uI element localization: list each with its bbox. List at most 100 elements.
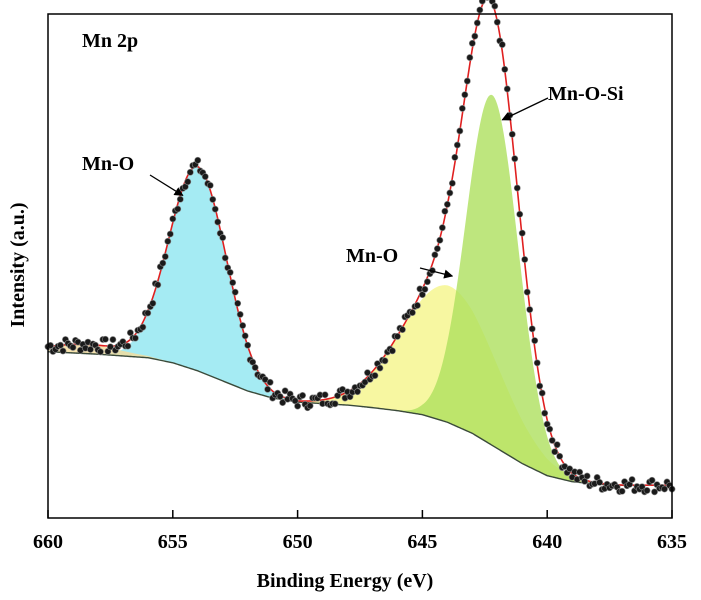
data-point [538,389,546,397]
data-point [57,341,64,349]
data-point [523,288,531,296]
data-point [541,409,549,417]
data-point [556,452,564,460]
data-point [144,309,152,317]
data-point [513,184,521,192]
component-peak-1 [48,166,672,486]
data-point [231,288,239,296]
data-point [651,488,658,496]
data-point [466,54,474,61]
data-point [583,472,591,480]
data-point [468,39,476,47]
data-point [516,210,524,218]
data-point [109,336,117,343]
data-point [458,105,466,112]
data-point [364,369,371,377]
data-point [451,153,459,161]
data-point [618,487,626,495]
data-point [251,364,259,371]
data-point [241,332,249,340]
data-point [306,402,314,410]
data-point [299,392,306,399]
data-point [266,378,274,386]
x-axis-title: Binding Energy (eV) [257,570,434,592]
data-point [69,344,77,351]
data-point [131,334,139,342]
data-point [201,173,209,180]
data-point [206,181,214,189]
data-point [546,425,554,433]
data-point [321,391,329,399]
data-point [154,281,162,289]
data-point [221,254,229,262]
data-point [548,437,556,444]
data-point [471,32,479,40]
data-point [59,347,67,355]
data-point [164,237,172,245]
data-point [553,441,561,449]
data-point [174,205,182,213]
component-peak-3 [48,94,672,486]
data-points-group [44,0,676,496]
chart-title: Mn 2p [82,30,138,52]
data-point [628,476,636,483]
data-point [239,322,247,329]
data-point [508,130,516,138]
data-point [511,155,519,163]
data-point [209,196,217,203]
data-point [661,485,668,493]
data-point [194,156,202,164]
data-point [448,179,456,187]
data-point [576,468,584,476]
data-point [528,325,536,333]
background-line [47,350,672,486]
data-point [244,341,252,349]
data-point [281,387,289,395]
envelope-group [47,0,672,487]
data-point [399,326,406,334]
data-point [102,335,109,343]
data-point [124,342,132,350]
data-point [518,229,526,237]
background-group [47,350,672,486]
data-point [139,323,147,331]
data-point [107,343,114,351]
data-point [473,19,481,27]
data-point [219,234,227,242]
data-point [169,215,177,223]
data-point [211,205,219,213]
annotation-arrow [149,174,184,196]
data-point [503,85,511,93]
data-point [149,299,157,307]
data-point [276,393,284,400]
data-point [279,399,287,406]
data-point [526,306,534,313]
annotation-arrow [419,267,454,279]
data-point [431,251,439,259]
x-axis-ticks: 660 655 650 645 640 635 [33,510,687,553]
data-point [493,18,501,26]
data-point [463,77,471,85]
data-point [533,359,541,367]
data-point [596,478,604,486]
data-point [423,278,431,286]
x-tick-label: 650 [283,531,313,553]
peak-annotation-label: Mn-O [82,153,134,175]
data-point [97,348,104,356]
data-point [433,245,441,253]
data-point [501,65,509,73]
data-point [371,372,379,379]
data-point [354,388,361,396]
data-point [176,195,184,203]
data-point [389,347,396,355]
x-tick-label: 635 [657,531,687,553]
data-point [476,6,484,14]
data-point [566,465,574,473]
data-point [236,311,244,318]
data-point [229,279,237,286]
data-point [414,302,421,309]
data-point [376,364,384,372]
data-point [441,207,449,215]
data-point [226,269,234,276]
